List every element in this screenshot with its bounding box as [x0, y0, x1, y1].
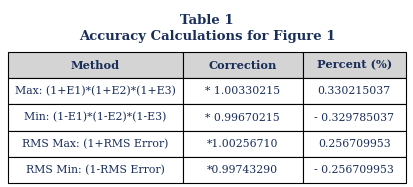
- Text: - 0.256709953: - 0.256709953: [313, 165, 393, 175]
- Bar: [183, 104, 302, 131]
- Bar: [8, 157, 183, 183]
- Text: * 1.00330215: * 1.00330215: [205, 86, 280, 96]
- Text: Table 1: Table 1: [180, 14, 233, 27]
- Text: - 0.329785037: - 0.329785037: [313, 113, 393, 122]
- Bar: [302, 157, 405, 183]
- Text: Accuracy Calculations for Figure 1: Accuracy Calculations for Figure 1: [78, 30, 335, 43]
- Bar: [8, 131, 183, 157]
- Bar: [8, 78, 183, 104]
- Bar: [183, 157, 302, 183]
- Text: 0.330215037: 0.330215037: [317, 86, 390, 96]
- Bar: [302, 104, 405, 131]
- Text: *0.99743290: *0.99743290: [207, 165, 278, 175]
- Text: * 0.99670215: * 0.99670215: [205, 113, 280, 122]
- Text: RMS Min: (1-RMS Error): RMS Min: (1-RMS Error): [26, 165, 165, 175]
- Bar: [183, 52, 302, 78]
- Bar: [302, 52, 405, 78]
- Text: Method: Method: [71, 60, 120, 71]
- Text: RMS Max: (1+RMS Error): RMS Max: (1+RMS Error): [22, 139, 169, 149]
- Text: Max: (1+E1)*(1+E2)*(1+E3): Max: (1+E1)*(1+E2)*(1+E3): [15, 86, 176, 96]
- Text: 0.256709953: 0.256709953: [317, 139, 390, 149]
- Bar: [302, 131, 405, 157]
- Text: Correction: Correction: [208, 60, 276, 71]
- Bar: [183, 131, 302, 157]
- Text: Min: (1-E1)*(1-E2)*(1-E3): Min: (1-E1)*(1-E2)*(1-E3): [24, 112, 166, 123]
- Text: *1.00256710: *1.00256710: [206, 139, 278, 149]
- Bar: [183, 78, 302, 104]
- Text: Percent (%): Percent (%): [316, 60, 391, 71]
- Bar: [8, 52, 183, 78]
- Bar: [302, 78, 405, 104]
- Bar: [8, 104, 183, 131]
